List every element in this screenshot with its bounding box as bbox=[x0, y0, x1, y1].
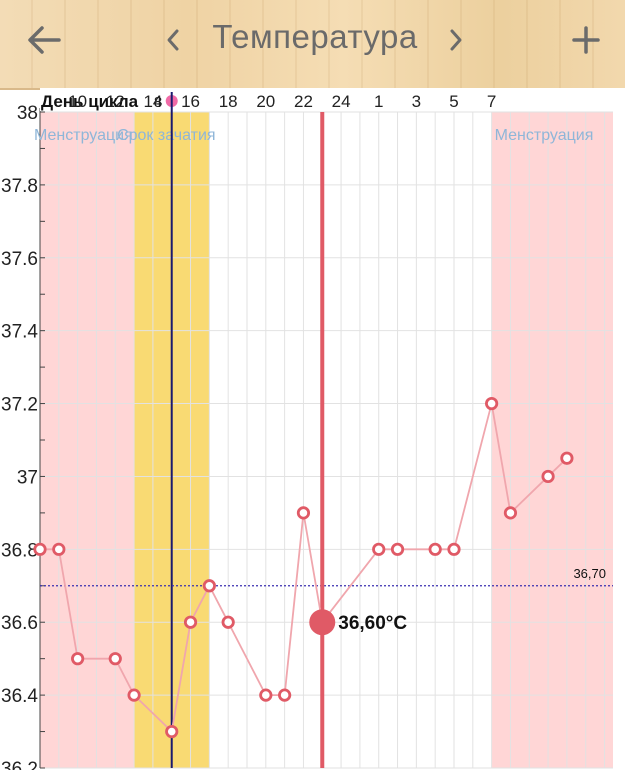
y-tick-label: 37.2 bbox=[1, 395, 38, 416]
y-tick-label: 37.8 bbox=[1, 176, 38, 197]
back-button[interactable] bbox=[14, 10, 74, 70]
temperature-point[interactable] bbox=[71, 652, 85, 666]
x-tick-label: 20 bbox=[256, 92, 275, 111]
x-tick-label: 14 bbox=[143, 92, 162, 111]
x-tick-label: 18 bbox=[219, 92, 238, 111]
x-tick-label: 7 bbox=[487, 92, 496, 111]
temperature-point[interactable] bbox=[390, 542, 405, 556]
temperature-point[interactable] bbox=[428, 542, 442, 556]
y-tick-label: 37.6 bbox=[1, 249, 38, 270]
temperature-point[interactable] bbox=[108, 652, 122, 666]
temperature-point[interactable] bbox=[221, 615, 235, 629]
prev-period-button[interactable] bbox=[143, 10, 203, 70]
x-tick-label: 10 bbox=[68, 92, 87, 111]
top-app-bar: Температура bbox=[0, 0, 625, 90]
band-label-menstruation-1: Менструация bbox=[34, 127, 133, 144]
temperature-point[interactable] bbox=[165, 724, 179, 739]
temperature-point[interactable] bbox=[278, 688, 292, 702]
y-tick-label: 36.8 bbox=[1, 540, 38, 561]
temperature-point[interactable] bbox=[447, 542, 461, 556]
y-tick-label: 36.4 bbox=[1, 686, 38, 707]
page-title: Температура bbox=[212, 18, 418, 55]
next-period-button[interactable] bbox=[426, 10, 486, 70]
temperature-point[interactable] bbox=[560, 451, 574, 465]
y-tick-label: 36.2 bbox=[1, 759, 38, 770]
temperature-point[interactable] bbox=[541, 469, 555, 484]
plus-icon bbox=[572, 26, 600, 54]
temperature-point[interactable] bbox=[183, 615, 198, 629]
temperature-point[interactable] bbox=[503, 506, 518, 520]
x-tick-label: 22 bbox=[294, 92, 313, 111]
coverline-label: 36,70 bbox=[573, 566, 606, 581]
temperature-point[interactable] bbox=[127, 688, 141, 702]
arrow-left-icon bbox=[28, 26, 61, 54]
band-label-menstruation-2: Менструация bbox=[495, 127, 594, 144]
chevron-right-icon bbox=[450, 29, 462, 51]
x-tick-label: 12 bbox=[106, 92, 125, 111]
y-tick-label: 36.6 bbox=[1, 613, 38, 634]
band-2 bbox=[491, 112, 613, 768]
band-label-conception: Срок зачатия bbox=[117, 127, 216, 144]
x-tick-label: 3 bbox=[412, 92, 421, 111]
x-tick-label: 5 bbox=[449, 92, 458, 111]
y-tick-label: 37 bbox=[17, 467, 38, 488]
temperature-point[interactable] bbox=[202, 579, 216, 593]
x-tick-label: 1 bbox=[374, 92, 383, 111]
selected-point[interactable] bbox=[309, 609, 336, 636]
x-axis-header bbox=[40, 88, 625, 111]
y-tick-label: 38 bbox=[17, 103, 38, 124]
selected-value-label: 36,60°C bbox=[338, 613, 407, 634]
x-tick-label: 24 bbox=[332, 92, 351, 111]
x-tick-label: 8 bbox=[154, 94, 162, 111]
temperature-point[interactable] bbox=[52, 542, 66, 556]
temperature-point[interactable] bbox=[259, 688, 273, 702]
chevron-left-icon bbox=[167, 29, 179, 51]
temperature-point[interactable] bbox=[485, 396, 499, 411]
y-tick-label: 37.4 bbox=[1, 322, 38, 343]
x-axis-title: День цикла bbox=[41, 92, 139, 111]
x-tick-label: 16 bbox=[181, 92, 200, 111]
temperature-point[interactable] bbox=[372, 542, 386, 556]
add-button[interactable] bbox=[556, 10, 616, 70]
temperature-point[interactable] bbox=[296, 506, 311, 520]
temperature-point[interactable] bbox=[33, 542, 47, 556]
